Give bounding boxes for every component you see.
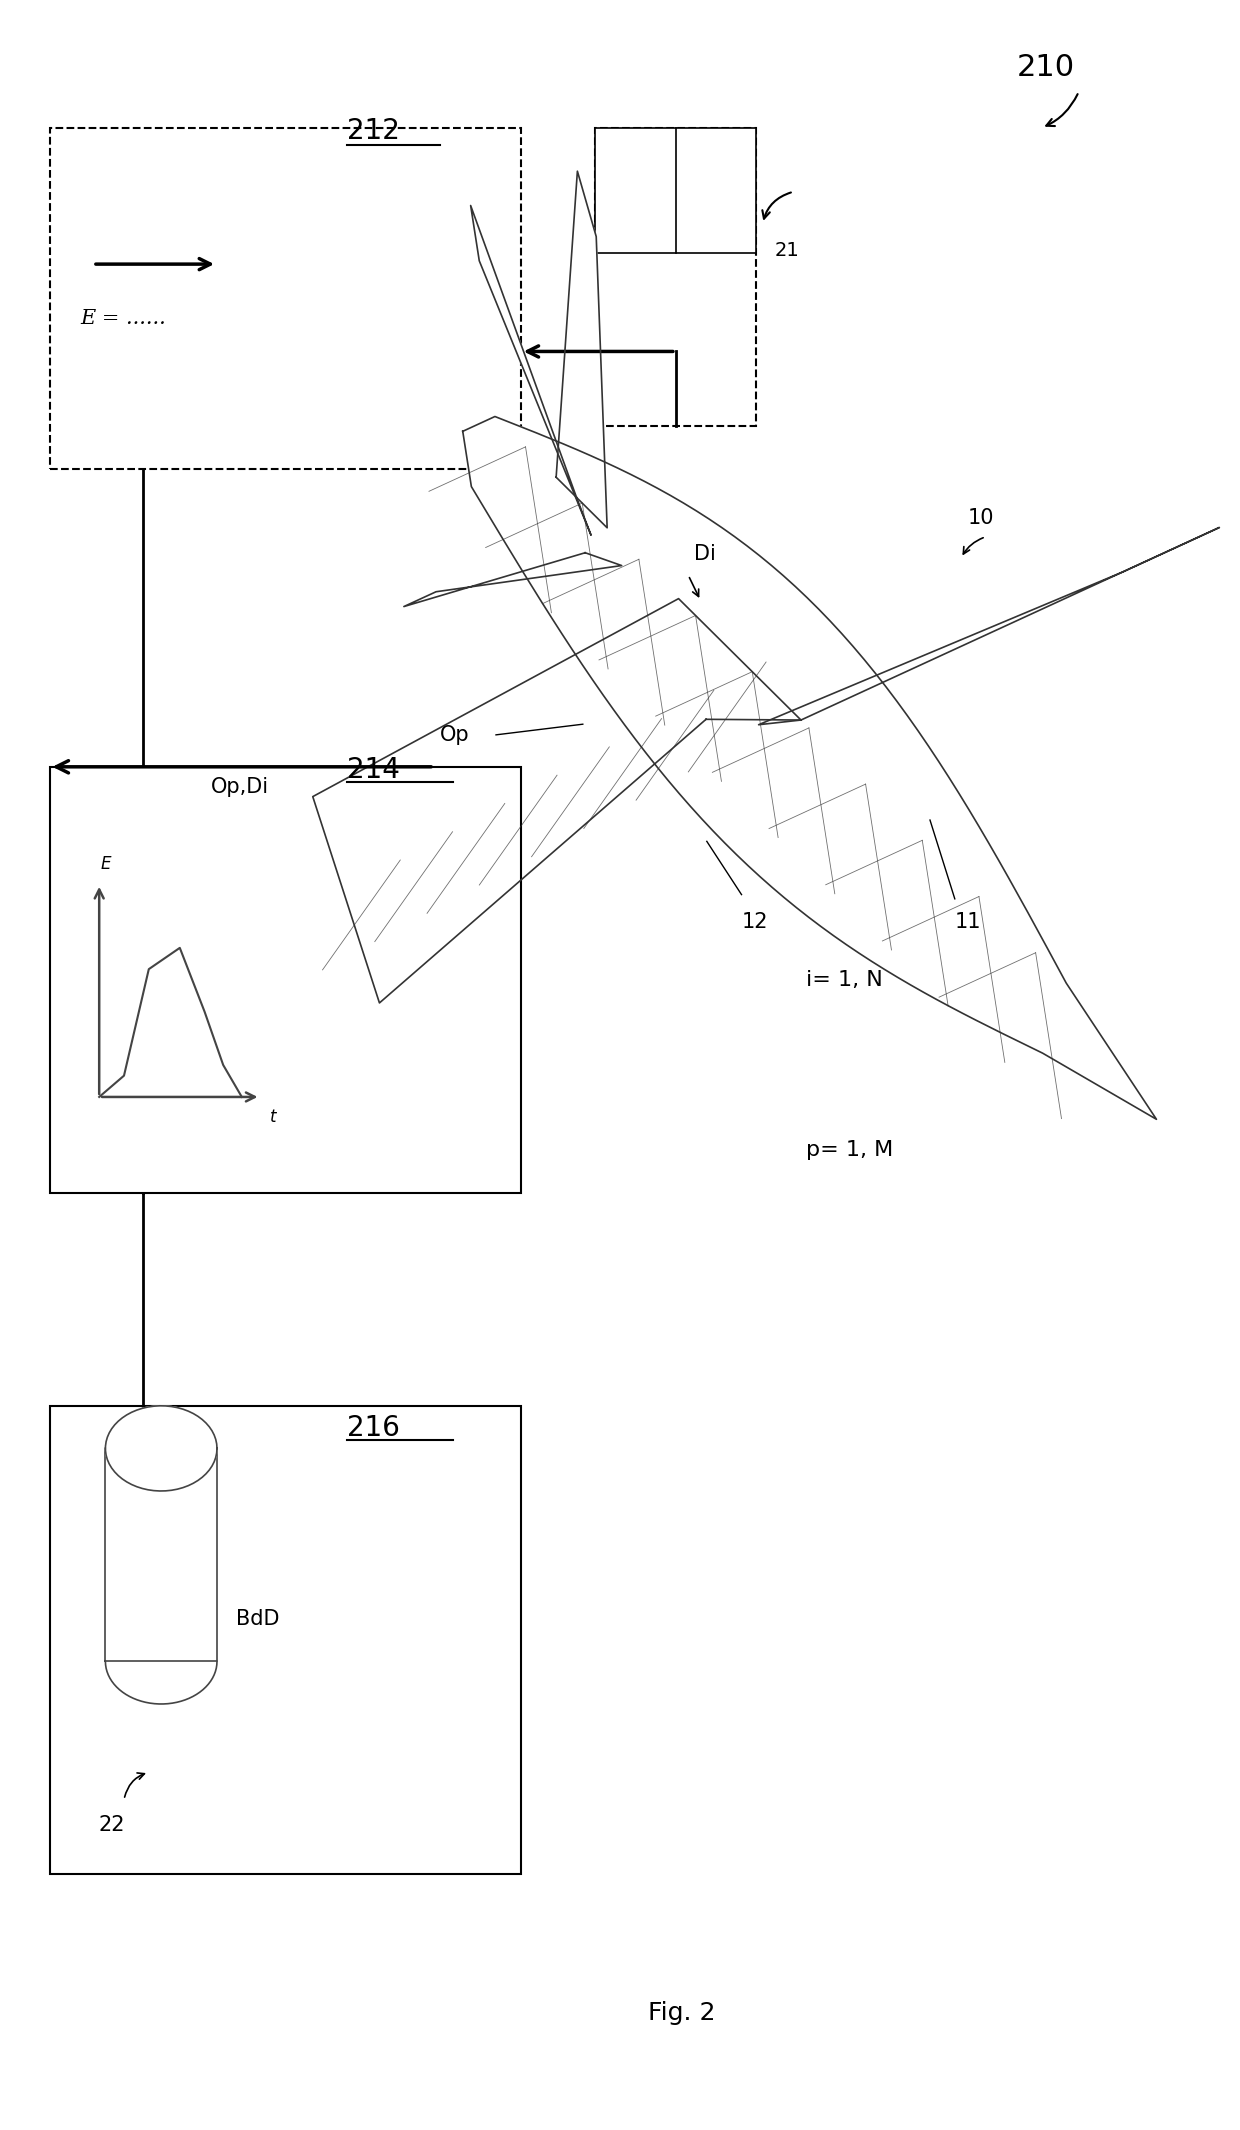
Text: 212: 212 xyxy=(347,117,401,145)
Text: 21: 21 xyxy=(775,241,800,260)
Text: 22: 22 xyxy=(98,1815,125,1834)
Text: E = ......: E = ...... xyxy=(81,309,166,328)
FancyBboxPatch shape xyxy=(595,128,756,426)
Text: p= 1, M: p= 1, M xyxy=(806,1140,893,1161)
Polygon shape xyxy=(463,417,1157,1120)
Polygon shape xyxy=(404,552,621,607)
FancyBboxPatch shape xyxy=(50,1406,521,1874)
FancyBboxPatch shape xyxy=(50,128,521,469)
Polygon shape xyxy=(105,1448,217,1661)
Text: t: t xyxy=(270,1108,277,1125)
Text: 216: 216 xyxy=(347,1414,401,1442)
Polygon shape xyxy=(471,204,591,535)
Text: Di: Di xyxy=(694,545,717,564)
Text: 214: 214 xyxy=(347,756,401,784)
Text: Op: Op xyxy=(440,724,470,746)
FancyBboxPatch shape xyxy=(50,767,521,1193)
Text: 12: 12 xyxy=(742,912,768,931)
Polygon shape xyxy=(312,599,801,1003)
FancyBboxPatch shape xyxy=(595,128,756,253)
Text: 210: 210 xyxy=(1017,53,1075,83)
Text: Fig. 2: Fig. 2 xyxy=(649,2000,715,2026)
Polygon shape xyxy=(105,1406,217,1491)
Text: 10: 10 xyxy=(967,509,993,528)
Text: BdD: BdD xyxy=(236,1608,279,1629)
Polygon shape xyxy=(759,528,1219,724)
Text: i= 1, N: i= 1, N xyxy=(806,969,883,990)
Text: E: E xyxy=(100,856,110,873)
Text: Op,Di: Op,Di xyxy=(211,777,269,797)
Text: 11: 11 xyxy=(955,912,981,931)
Polygon shape xyxy=(557,170,608,528)
